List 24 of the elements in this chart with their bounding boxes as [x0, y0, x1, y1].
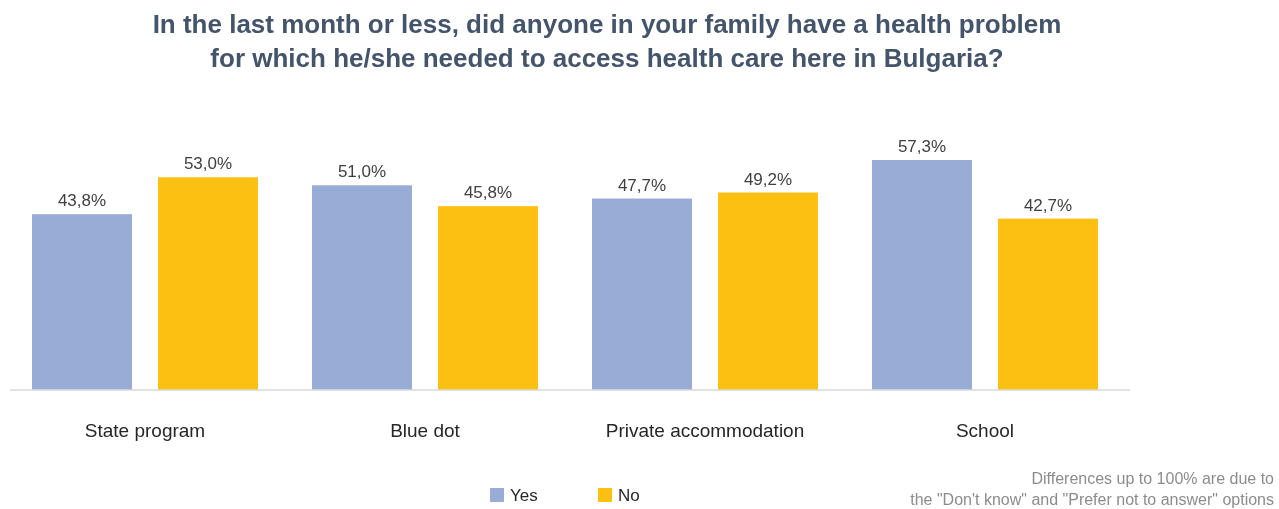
data-label: 45,8%: [463, 183, 513, 203]
data-label: 51,0%: [337, 162, 387, 182]
bar: [32, 214, 132, 390]
bar: [998, 218, 1098, 390]
data-label: 53,0%: [183, 154, 233, 174]
legend-label: Yes: [510, 486, 538, 505]
chart-title: In the last month or less, did anyone in your family have a health problem for which he/she needed to access health care here in Bulgaria?: [152, 9, 1062, 73]
x-tick-label: State program: [84, 420, 206, 441]
bar: [718, 192, 818, 390]
bar: [872, 160, 972, 390]
x-tick-label: Private accommodation: [605, 420, 805, 441]
data-label: 49,2%: [743, 169, 793, 189]
bar: [438, 206, 538, 390]
legend-label: No: [618, 486, 640, 505]
data-label: 42,7%: [1023, 195, 1073, 215]
text: Differences up to 100% are due to the "Don't know" and "Prefer not to answer" options: [910, 470, 1275, 508]
bar: [312, 185, 412, 390]
bar: [158, 177, 258, 390]
x-tick-label: School: [955, 420, 1015, 441]
data-label: 43,8%: [57, 191, 107, 211]
bar: [592, 198, 692, 390]
x-tick-label: Blue dot: [390, 420, 461, 441]
data-label: 57,3%: [897, 137, 947, 156]
data-label: 47,7%: [617, 175, 667, 195]
